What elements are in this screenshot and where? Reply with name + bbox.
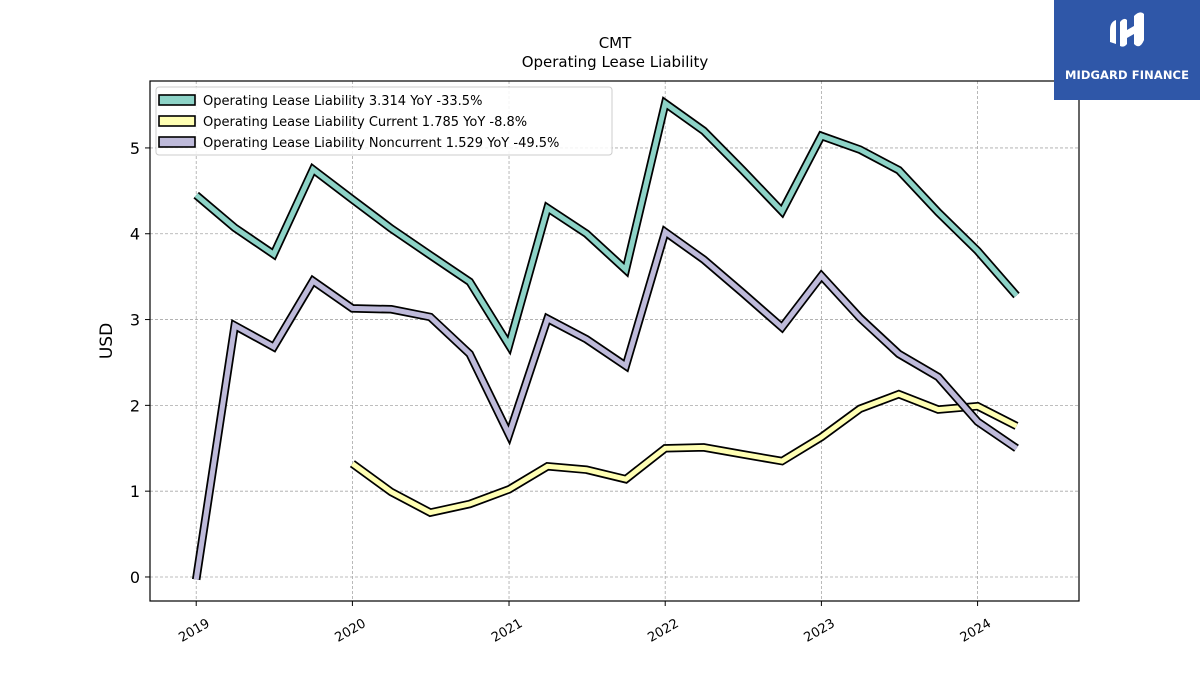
- x-tick-label: 2023: [802, 616, 838, 646]
- x-tick-label: 2020: [333, 616, 369, 646]
- midgard-logo-icon: [1110, 12, 1144, 47]
- chart-title: CMT: [599, 34, 632, 52]
- legend-label-2: Operating Lease Liability Noncurrent 1.5…: [203, 136, 559, 151]
- legend-swatch-1: [158, 115, 196, 127]
- y-tick-label: 1: [130, 482, 140, 501]
- y-axis-label: USD: [97, 323, 117, 359]
- grid: [150, 81, 1079, 601]
- series-line-2: [193, 227, 1018, 580]
- x-tick-label: 2021: [489, 616, 525, 646]
- legend: Operating Lease Liability 3.314 YoY -33.…: [155, 86, 613, 156]
- legend-swatch-0: [158, 94, 196, 106]
- brand-logo: MIDGARD FINANCE: [1054, 0, 1200, 100]
- y-tick-label: 2: [130, 396, 140, 415]
- y-tick-label: 5: [130, 139, 140, 158]
- series-layer: [191, 96, 1020, 581]
- x-tick-label: 2019: [176, 616, 212, 646]
- legend-label-0: Operating Lease Liability 3.314 YoY -33.…: [203, 94, 482, 109]
- y-tick-label: 3: [130, 311, 140, 330]
- series-line-1: [350, 391, 1018, 516]
- chart-subtitle: Operating Lease Liability: [522, 53, 709, 71]
- y-tick-label: 4: [130, 225, 140, 244]
- brand-name: MIDGARD FINANCE: [1064, 68, 1190, 82]
- y-tick-label: 0: [130, 568, 140, 587]
- x-tick-label: 2024: [958, 616, 994, 646]
- series-outline-1: [349, 389, 1019, 518]
- legend-box: [155, 86, 613, 156]
- legend-label-1: Operating Lease Liability Current 1.785 …: [203, 115, 527, 130]
- x-tick-label: 2022: [645, 616, 681, 646]
- plot-frame: [149, 80, 1080, 602]
- series-line-0: [194, 99, 1019, 352]
- legend-swatch-2: [158, 136, 196, 148]
